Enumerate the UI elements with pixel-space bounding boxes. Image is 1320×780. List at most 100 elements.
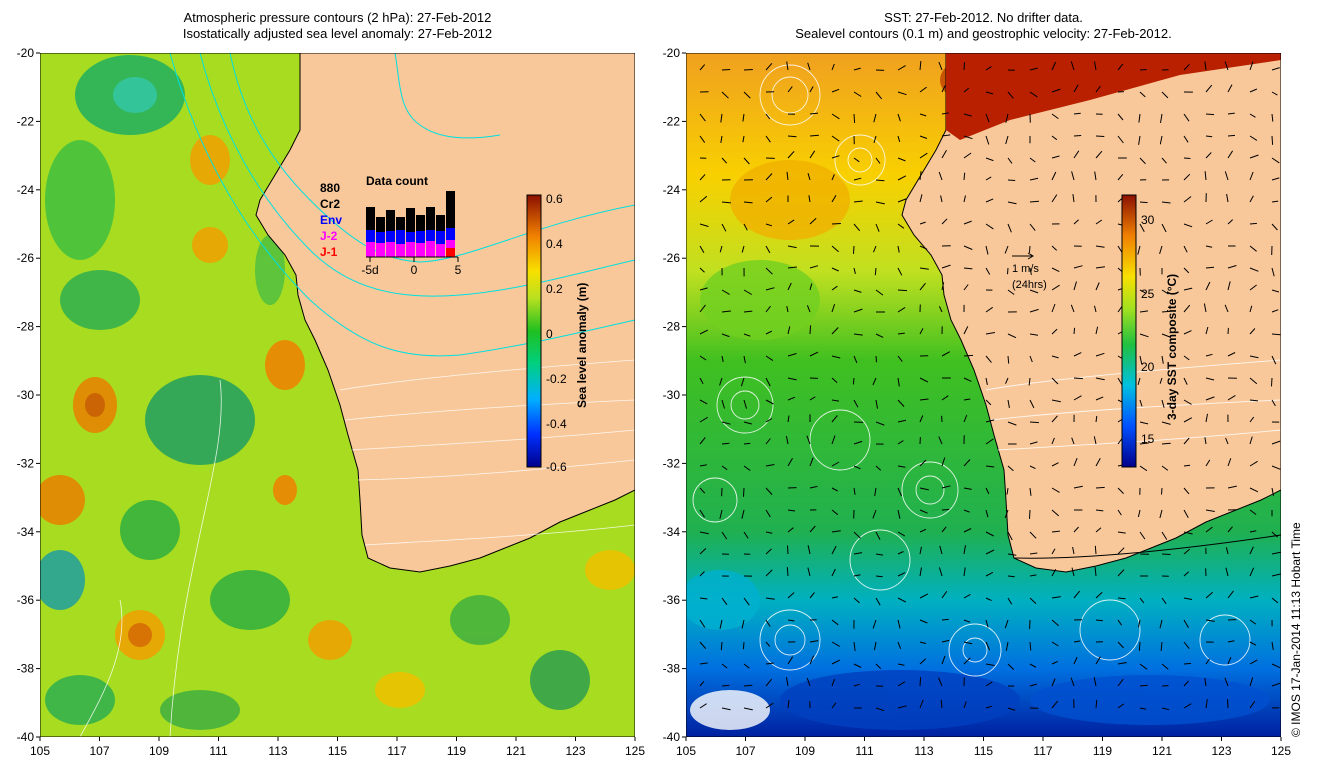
right-x-tick-label: 123 <box>1211 744 1231 758</box>
velocity-arrow <box>1117 173 1124 181</box>
velocity-arrow <box>1227 134 1236 137</box>
velocity-arrow <box>699 548 707 555</box>
velocity-arrow <box>1183 113 1190 122</box>
velocity-arrow <box>1051 328 1058 335</box>
left-x-tick-label: 117 <box>387 744 406 758</box>
data-count-bars <box>366 191 459 262</box>
velocity-arrow <box>919 567 922 577</box>
velocity-arrow <box>743 333 751 337</box>
velocity-arrow <box>1249 567 1255 577</box>
velocity-arrow <box>919 699 924 709</box>
velocity-arrow <box>1071 567 1075 577</box>
velocity-arrow <box>1204 678 1207 687</box>
velocity-arrow <box>897 681 906 687</box>
velocity-arrow <box>699 641 707 650</box>
velocity-arrow <box>853 552 863 555</box>
velocity-arrow <box>985 487 990 495</box>
velocity-arrow <box>1029 465 1036 470</box>
velocity-arrow <box>1029 157 1036 163</box>
velocity-arrow <box>1051 437 1055 445</box>
velocity-arrow <box>1117 547 1125 555</box>
velocity-arrow <box>1007 157 1013 164</box>
velocity-arrow <box>1227 699 1229 709</box>
velocity-arrow <box>1094 305 1097 313</box>
velocity-arrow <box>831 619 839 626</box>
sla-colorbar-strip <box>526 194 542 468</box>
velocity-arrow <box>719 377 723 386</box>
velocity-arrow <box>963 152 972 159</box>
velocity-arrow <box>1007 333 1017 339</box>
velocity-arrow <box>831 174 835 181</box>
velocity-arrow <box>831 194 837 203</box>
left-x-tick-label: 125 <box>625 744 645 758</box>
velocity-arrow <box>1249 677 1254 687</box>
velocity-arrow <box>1006 487 1009 495</box>
velocity-arrow <box>853 663 862 668</box>
velocity-arrow <box>1004 245 1009 254</box>
sla-cb-title: Sea level anomaly (m) <box>575 283 589 408</box>
velocity-arrow <box>807 173 811 181</box>
velocity-arrow <box>1205 245 1213 248</box>
velocity-arrow <box>1249 377 1258 385</box>
velocity-arrow <box>831 399 840 402</box>
velocity-arrow <box>1227 281 1231 291</box>
velocity-arrow <box>1183 464 1191 467</box>
velocity-arrow <box>875 707 885 712</box>
velocity-arrow <box>1205 377 1215 381</box>
velocity-arrow <box>875 399 878 409</box>
velocity-arrow <box>1226 193 1229 203</box>
velocity-arrow <box>1203 303 1207 313</box>
velocity-arrow <box>1095 396 1104 401</box>
velocity-arrow <box>985 198 994 203</box>
left-title-line2: Isostatically adjusted sea level anomaly… <box>182 26 493 41</box>
velocity-arrow <box>1073 84 1079 93</box>
dc-label-env: Env <box>320 213 342 227</box>
velocity-arrow <box>1073 395 1082 401</box>
velocity-arrow <box>785 677 789 687</box>
velocity-arrow <box>1095 486 1105 489</box>
velocity-arrow <box>1271 573 1281 577</box>
velocity-arrow <box>985 399 992 406</box>
velocity-arrow <box>1007 355 1010 364</box>
velocity-arrow <box>897 332 905 335</box>
velocity-arrow <box>1271 177 1280 181</box>
velocity-arrow <box>831 135 840 142</box>
right-y-tick-label: -40 <box>663 730 681 744</box>
velocity-arrow <box>831 63 835 71</box>
velocity-arrow <box>1271 267 1275 277</box>
velocity-arrow <box>787 377 797 381</box>
velocity-arrow <box>721 707 731 711</box>
velocity-arrow <box>1029 552 1038 555</box>
velocity-arrow <box>721 355 724 362</box>
sla-cb-tick-2: 0.2 <box>546 282 563 296</box>
velocity-arrow <box>699 509 705 518</box>
velocity-arrow <box>699 662 708 665</box>
velocity-arrow <box>1205 152 1212 159</box>
velocity-arrow <box>985 66 992 71</box>
velocity-arrow <box>831 487 838 492</box>
velocity-arrow <box>1139 69 1147 71</box>
velocity-arrow <box>1159 135 1163 145</box>
velocity-arrow <box>809 283 813 291</box>
velocity-arrow <box>963 641 973 645</box>
velocity-arrow <box>743 531 749 539</box>
velocity-arrow <box>721 663 728 669</box>
velocity-arrow <box>1205 413 1208 423</box>
velocity-arrow <box>1183 157 1191 159</box>
velocity-arrow <box>1073 640 1081 643</box>
velocity-arrow <box>1051 678 1056 687</box>
velocity-arrow <box>743 487 745 497</box>
velocity-arrow <box>873 135 877 144</box>
velocity-arrow <box>919 509 928 514</box>
velocity-arrow <box>1051 194 1058 203</box>
velocity-arrow <box>1095 619 1103 622</box>
velocity-arrow <box>1161 597 1167 604</box>
velocity-arrow <box>1007 531 1013 541</box>
velocity-arrow <box>1161 399 1165 408</box>
right-y-tick-label: -20 <box>663 46 681 60</box>
right-x-tick-label: 115 <box>974 744 993 758</box>
velocity-arrow <box>963 487 972 490</box>
velocity-arrow <box>743 289 753 295</box>
velocity-arrow <box>1072 194 1075 203</box>
velocity-arrow <box>874 487 877 496</box>
